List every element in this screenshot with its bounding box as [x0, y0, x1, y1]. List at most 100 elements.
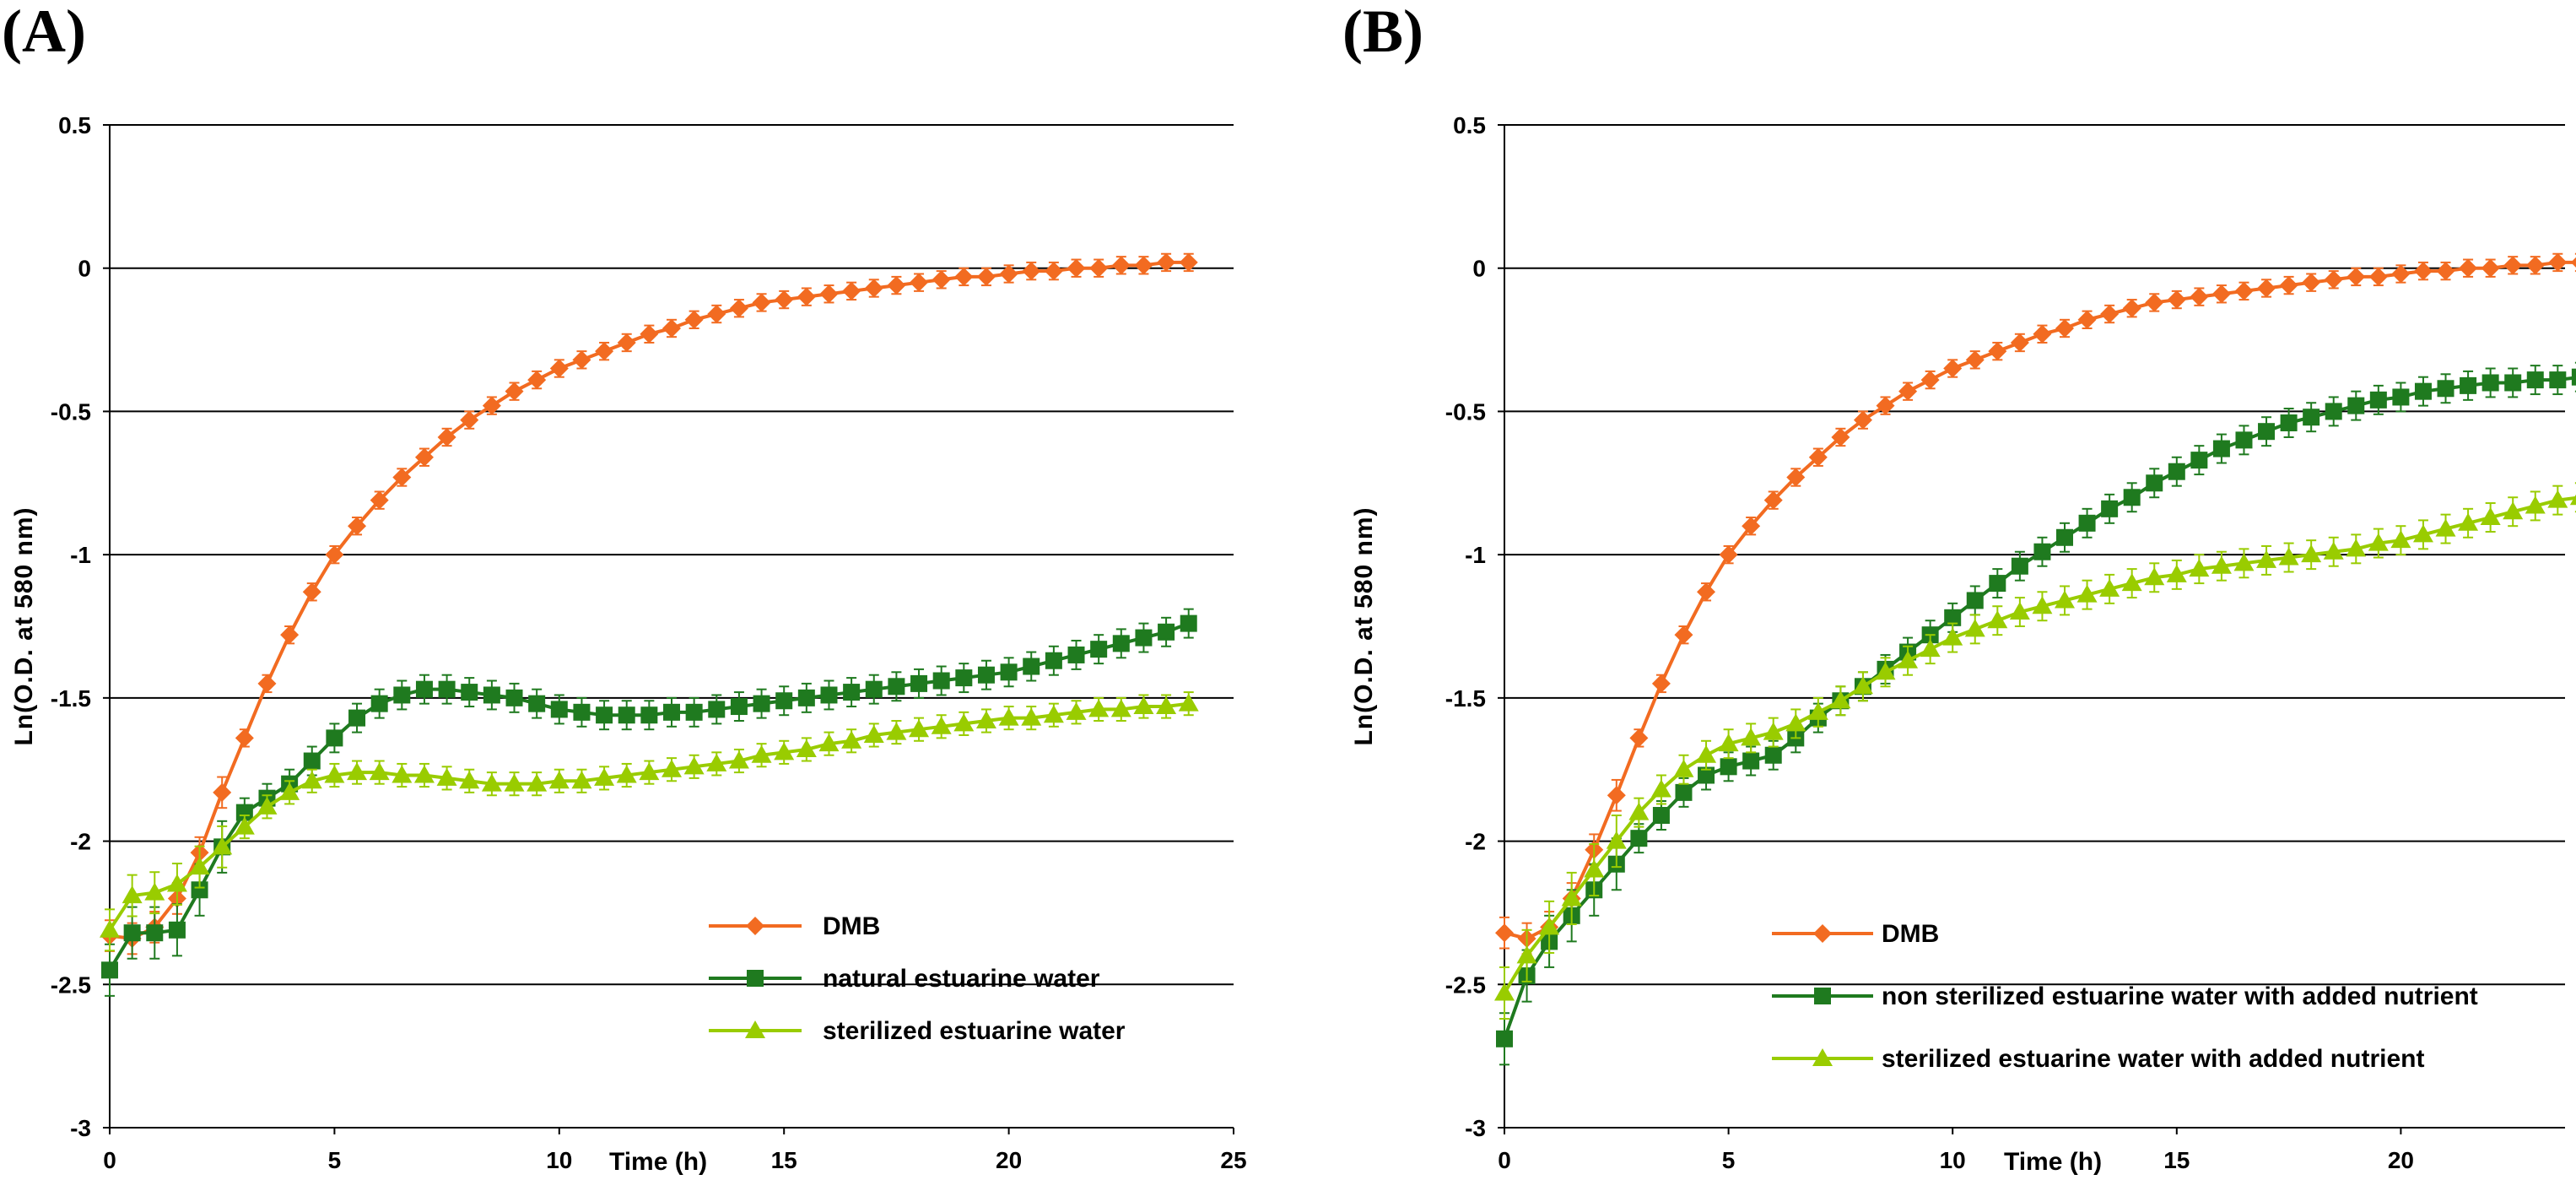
data-point — [1742, 517, 1761, 536]
series-diamond — [1495, 252, 2576, 955]
data-point — [302, 582, 321, 602]
data-point — [955, 669, 973, 687]
data-point — [729, 299, 748, 318]
data-point — [2569, 494, 2576, 506]
data-point — [528, 695, 546, 712]
data-point — [571, 771, 592, 789]
data-point — [1112, 635, 1130, 652]
data-point — [235, 804, 253, 821]
data-point — [1675, 783, 1693, 801]
series-line — [1503, 495, 2576, 994]
data-point — [100, 919, 120, 938]
x-axis-label: Time (h) — [609, 1148, 707, 1176]
data-point — [843, 684, 861, 701]
data-point — [1023, 658, 1040, 675]
data-point — [1989, 575, 2006, 593]
data-point — [348, 709, 366, 727]
data-point — [797, 689, 815, 706]
data-point — [257, 674, 277, 693]
data-point — [2211, 284, 2231, 304]
data-point — [639, 762, 660, 781]
data-point — [2123, 489, 2141, 506]
data-point — [1157, 252, 1176, 272]
data-point — [1965, 350, 1985, 370]
y-tick-label: 0.5 — [58, 112, 91, 138]
data-point — [1741, 728, 1762, 746]
data-point — [685, 703, 703, 721]
data-point — [1807, 701, 1828, 720]
data-point — [640, 706, 658, 724]
data-point — [932, 270, 951, 290]
data-point — [257, 796, 278, 815]
data-point — [1674, 625, 1693, 645]
data-point — [2278, 547, 2299, 566]
data-point — [888, 678, 905, 696]
data-point — [596, 706, 613, 724]
data-point — [280, 625, 300, 645]
data-point — [1650, 779, 1671, 798]
data-point — [1067, 258, 1086, 278]
data-point — [1606, 831, 1627, 849]
data-point — [1067, 646, 1085, 663]
data-point — [662, 759, 682, 777]
data-point — [2168, 463, 2185, 480]
data-point — [392, 765, 413, 783]
data-point — [1696, 744, 1717, 763]
data-point — [504, 773, 525, 792]
data-point — [1987, 610, 2008, 629]
series-square — [101, 608, 1197, 997]
data-point — [1000, 663, 1018, 681]
data-point — [303, 752, 321, 770]
data-point — [1043, 705, 1064, 723]
data-point — [527, 773, 548, 792]
data-point — [2437, 380, 2454, 398]
data-point — [235, 728, 254, 748]
series-line — [1503, 376, 2576, 1040]
data-point — [1898, 650, 1919, 668]
data-point — [2121, 573, 2142, 592]
data-point — [2190, 452, 2208, 469]
data-point — [2279, 276, 2298, 295]
data-point — [2481, 258, 2500, 278]
data-point — [2190, 287, 2209, 306]
data-point — [324, 765, 345, 783]
data-point — [1134, 256, 1153, 275]
data-point — [1179, 252, 1198, 272]
data-point — [2346, 267, 2366, 286]
data-point — [1044, 262, 1063, 281]
data-point — [348, 517, 367, 536]
data-point — [2412, 524, 2433, 543]
data-point — [326, 729, 343, 747]
data-point — [1180, 614, 1197, 632]
data-point — [2258, 423, 2276, 441]
data-point — [2233, 553, 2255, 571]
data-point — [413, 765, 435, 783]
data-point — [2280, 414, 2298, 432]
data-point — [2346, 539, 2367, 557]
data-point — [707, 305, 726, 324]
data-point — [797, 287, 816, 306]
panel-b-label: (B) — [1342, 0, 1423, 65]
data-point — [728, 750, 749, 769]
x-tick-label: 25 — [1220, 1147, 1246, 1173]
y-tick-label: -2.5 — [1445, 972, 1486, 998]
y-tick-label: -0.5 — [1445, 398, 1486, 425]
x-tick-label: 0 — [1498, 1147, 1511, 1173]
data-point — [461, 684, 478, 701]
data-point — [865, 680, 883, 698]
series-diamond — [100, 252, 1198, 955]
data-point — [2570, 257, 2576, 268]
legend-marker — [746, 917, 764, 935]
data-point — [2324, 270, 2343, 290]
data-point — [1942, 627, 1963, 646]
data-point — [2525, 256, 2545, 275]
data-point — [841, 730, 862, 749]
data-point — [482, 396, 501, 415]
data-point — [2212, 440, 2230, 457]
data-point — [595, 342, 614, 361]
data-point — [1111, 256, 1131, 275]
data-point — [909, 719, 930, 738]
data-point — [752, 293, 771, 312]
data-point — [2009, 602, 2030, 620]
